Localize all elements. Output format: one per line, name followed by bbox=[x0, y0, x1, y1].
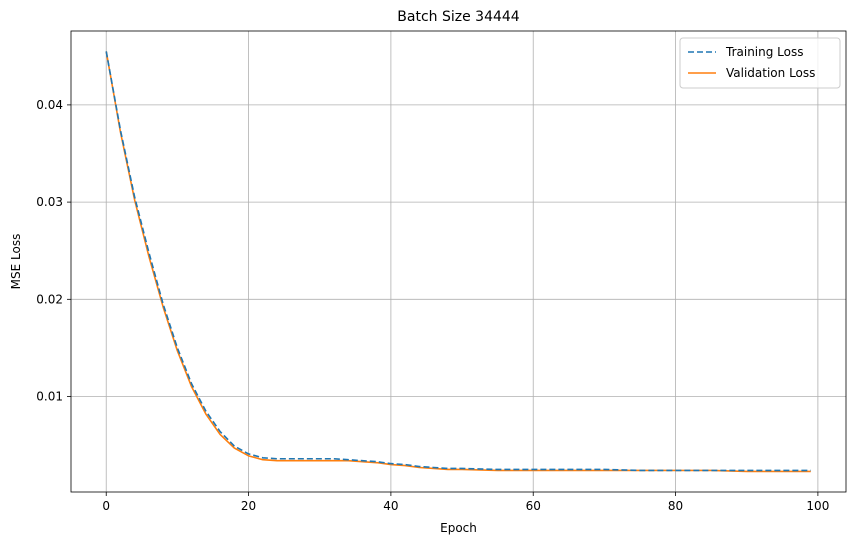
x-axis-label: Epoch bbox=[440, 521, 477, 535]
legend: Training Loss Validation Loss bbox=[679, 37, 841, 89]
x-tick-label: 60 bbox=[526, 499, 541, 513]
legend-label: Training Loss bbox=[725, 45, 803, 59]
plot-frame bbox=[70, 30, 847, 493]
x-tick-label: 20 bbox=[241, 499, 256, 513]
legend-box bbox=[679, 37, 841, 89]
grid-lines bbox=[71, 31, 846, 492]
y-tick-label: 0.02 bbox=[36, 292, 63, 306]
chart-title: Batch Size 34444 bbox=[397, 9, 520, 25]
y-tick-label: 0.04 bbox=[36, 98, 63, 112]
x-tick-label: 40 bbox=[383, 499, 398, 513]
y-axis-label: MSE Loss bbox=[9, 234, 23, 290]
series-lines bbox=[105, 51, 811, 473]
y-tick-label: 0.01 bbox=[36, 390, 63, 404]
x-tick-label: 80 bbox=[668, 499, 683, 513]
x-tick-label: 0 bbox=[102, 499, 110, 513]
x-tick-label: 100 bbox=[806, 499, 829, 513]
y-tick-label: 0.03 bbox=[36, 195, 63, 209]
axis-ticks: 0 20 40 60 80 100 0.01 0.02 0.03 0.04 bbox=[36, 98, 829, 513]
legend-label: Validation Loss bbox=[726, 66, 815, 80]
series-line-validation-loss bbox=[105, 51, 811, 473]
series-line-training-loss bbox=[105, 51, 811, 472]
